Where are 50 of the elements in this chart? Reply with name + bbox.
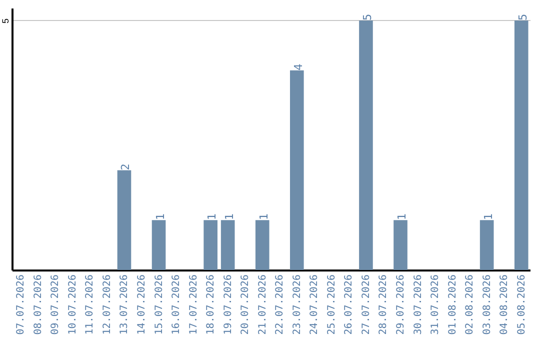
data-label: 4 bbox=[292, 63, 305, 70]
data-label: 1 bbox=[154, 213, 167, 220]
data-label: 5 bbox=[360, 14, 374, 20]
x-tick-label: 09.07.2026 bbox=[50, 274, 62, 335]
bar bbox=[290, 70, 304, 270]
data-label: 1 bbox=[257, 213, 270, 220]
data-label: 1 bbox=[206, 213, 219, 220]
x-tick-label: 18.07.2026 bbox=[206, 274, 217, 335]
x-tick-label: 31.07.2026 bbox=[430, 274, 442, 335]
bar bbox=[359, 20, 373, 270]
data-label: 1 bbox=[396, 213, 408, 220]
x-tick-label: 19.07.2026 bbox=[222, 274, 234, 335]
x-tick-label: 14.07.2026 bbox=[136, 274, 148, 335]
x-tick-label: 26.07.2026 bbox=[344, 274, 355, 335]
bar bbox=[480, 220, 494, 270]
x-tick-label: 11.07.2026 bbox=[84, 274, 96, 335]
x-tick-label: 07.07.2026 bbox=[16, 274, 27, 335]
data-label: 1 bbox=[482, 213, 495, 220]
x-tick-label: 21.07.2026 bbox=[257, 274, 268, 335]
x-tick-label: 20.07.2026 bbox=[240, 274, 252, 335]
x-tick-label: 05.08.2026 bbox=[516, 274, 528, 335]
bar bbox=[204, 220, 218, 270]
x-tick-label: 30.07.2026 bbox=[412, 274, 424, 335]
x-tick-label: 16.07.2026 bbox=[171, 274, 182, 335]
x-tick-label: 24.07.2026 bbox=[309, 274, 320, 335]
bar bbox=[394, 220, 408, 270]
x-tick-label: 23.07.2026 bbox=[292, 274, 303, 335]
bar bbox=[152, 220, 166, 270]
x-tick-label: 01.08.2026 bbox=[447, 274, 458, 335]
data-label: 5 bbox=[516, 14, 530, 20]
x-tick-label: 02.08.2026 bbox=[464, 274, 476, 335]
x-tick-label: 25.07.2026 bbox=[326, 274, 338, 335]
x-tick-label: 17.07.2026 bbox=[188, 274, 200, 335]
bar bbox=[255, 220, 270, 270]
x-tick-label: 08.07.2026 bbox=[32, 274, 44, 335]
x-tick-label: 13.07.2026 bbox=[119, 274, 130, 335]
x-tick-label: 15.07.2026 bbox=[154, 274, 165, 335]
x-tick-label: 22.07.2026 bbox=[274, 274, 286, 335]
x-tick-label: 12.07.2026 bbox=[102, 274, 113, 335]
bar bbox=[514, 20, 528, 270]
x-tick-label: 28.07.2026 bbox=[378, 274, 390, 335]
data-label: 1 bbox=[222, 213, 236, 220]
x-tick-label: 29.07.2026 bbox=[396, 274, 406, 335]
x-tick-label: 03.08.2026 bbox=[482, 274, 493, 335]
x-tick-label: 04.08.2026 bbox=[499, 274, 510, 335]
data-label: 2 bbox=[119, 164, 132, 170]
bar bbox=[220, 220, 235, 270]
bar bbox=[117, 170, 132, 270]
x-tick-label: 27.07.2026 bbox=[360, 274, 372, 335]
x-tick-label: 10.07.2026 bbox=[67, 274, 78, 335]
